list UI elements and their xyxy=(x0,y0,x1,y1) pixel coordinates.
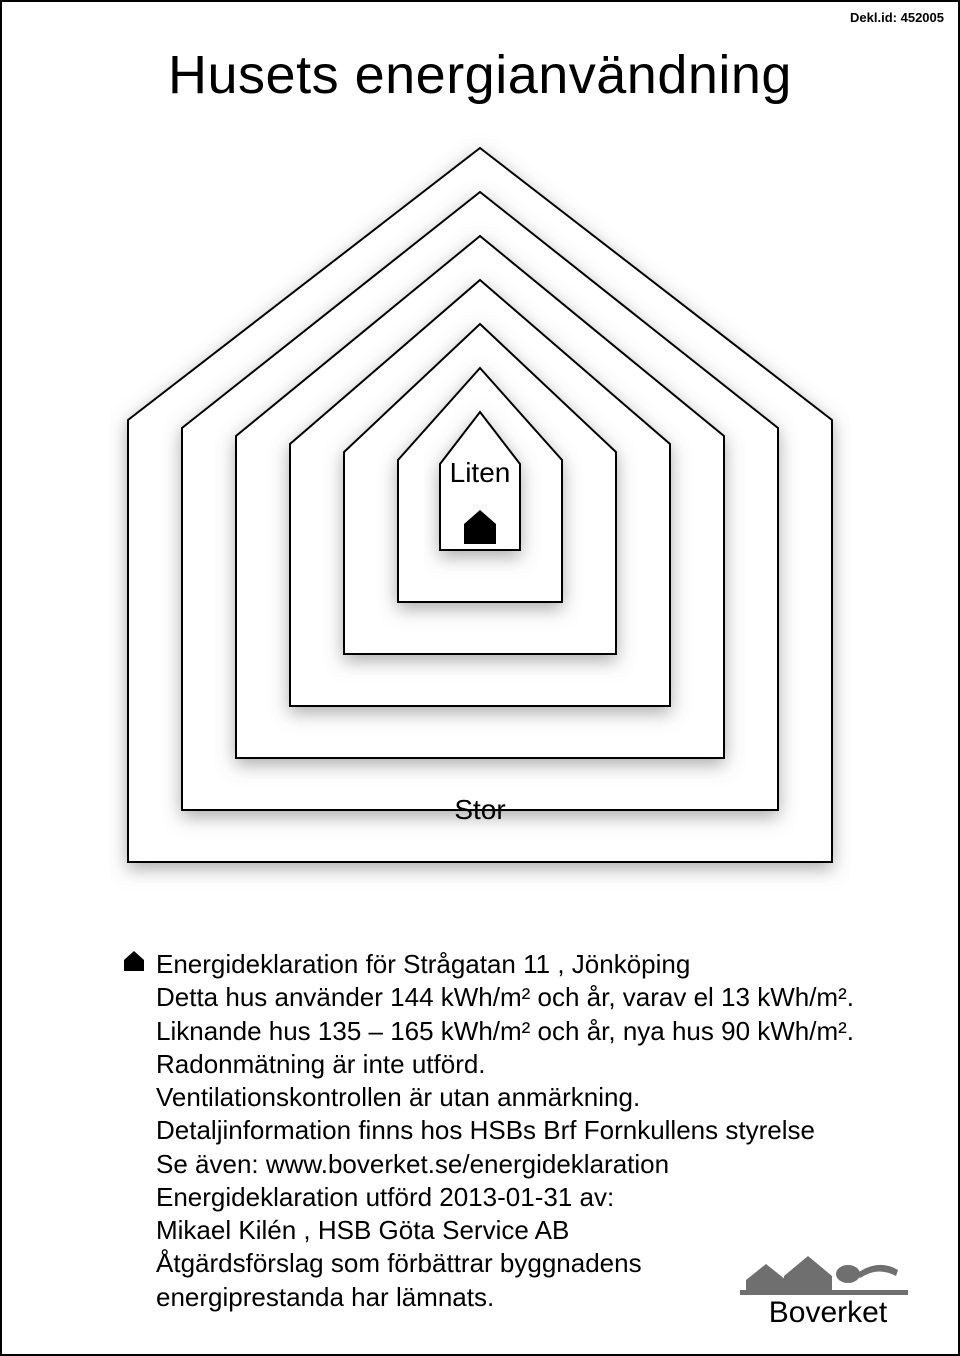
info-line-8: Energideklaration utförd 2013-01-31 av: xyxy=(156,1181,882,1214)
energy-house-diagram xyxy=(110,130,850,900)
label-stor: Stor xyxy=(454,794,505,826)
info-line-6: Detaljinformation finns hos HSBs Brf For… xyxy=(156,1114,882,1147)
page: Dekl.id: 452005 Husets energianvändning xyxy=(0,0,960,1356)
label-liten: Liten xyxy=(450,457,511,489)
info-line-7: Se även: www.boverket.se/energideklarati… xyxy=(156,1148,882,1181)
page-title: Husets energianvändning xyxy=(2,44,958,106)
info-line-1: Energideklaration för Strågatan 11 , Jön… xyxy=(156,948,690,981)
logo-text: Boverket xyxy=(769,1296,888,1329)
info-line-2: Detta hus använder 144 kWh/m² och år, va… xyxy=(156,981,882,1014)
info-line-3: Liknande hus 135 – 165 kWh/m² och år, ny… xyxy=(156,1015,882,1048)
info-line-4: Radonmätning är inte utförd. xyxy=(156,1048,882,1081)
declaration-id: Dekl.id: 452005 xyxy=(850,10,944,25)
house-bullet-icon xyxy=(122,949,146,973)
info-line-5: Ventilationskontrollen är utan anmärknin… xyxy=(156,1081,882,1114)
nested-houses-svg xyxy=(110,130,850,900)
boverket-logo: Boverket xyxy=(728,1240,928,1330)
info-line-1-row: Energideklaration för Strågatan 11 , Jön… xyxy=(122,948,882,981)
